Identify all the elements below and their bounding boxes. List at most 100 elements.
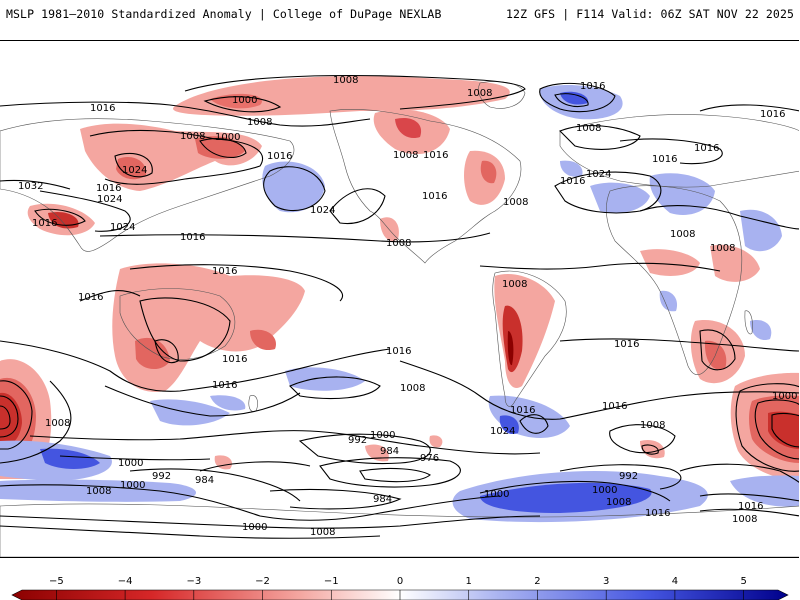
positive-anomaly-shading [0,85,799,523]
isobars [0,74,799,539]
isobar [0,405,11,430]
isobar [199,138,247,159]
isobar-label: 1016 [267,151,292,162]
isobar [0,340,391,392]
isobar [184,74,526,110]
isobar [203,96,282,113]
coastline-south-america [492,270,567,407]
anomaly-negative [0,392,22,447]
isobar-label: 1016 [614,339,639,350]
anomaly-map: 1008 1016 1000 1008 1016 1008 1000 1008 … [0,41,799,557]
anomaly-negative [640,249,700,276]
isobar [771,412,799,448]
isobar-label: 1008 [86,486,111,497]
anomaly-positive [730,475,799,507]
colorbar-tick-label: 4 [672,576,678,587]
anomaly-positive [560,160,583,177]
isobar [539,82,616,113]
isobar-label: 1032 [18,181,43,192]
anomaly-negative [704,340,727,370]
isobar-label: 1016 [96,183,121,194]
isobar-label: 992 [619,471,638,482]
isobar-label: 1016 [580,81,605,92]
isobar [559,125,641,150]
isobar [639,205,799,230]
isobar-label: 1024 [490,426,515,437]
isobar-label: 1024 [110,222,135,233]
isobar-label: 1000 [242,522,267,533]
anomaly-positive [740,209,782,252]
anomaly-negative [195,136,245,159]
anomaly-negative [250,329,276,351]
anomaly-negative [116,156,147,180]
isobar [699,493,799,502]
isobar-label: 1016 [386,346,411,357]
isobar [0,101,371,127]
anomaly-positive [560,91,589,105]
isobar [269,488,402,510]
isobar-label: 1016 [652,154,677,165]
isobar [0,395,19,438]
colorbar-tick-label: −5 [49,576,64,587]
isobar-label: 1016 [222,354,247,365]
anomaly-negative [507,331,514,366]
isobar-label: 1000 [484,489,509,500]
isobar [0,515,541,529]
isobar [39,190,131,232]
anomaly-positive [659,290,678,312]
isobar [263,166,326,212]
isobar [199,461,311,472]
colorbar-tick-label: 5 [740,576,746,587]
isobar-label: 1008 [400,383,425,394]
isobar [554,93,589,108]
isobar [79,290,141,302]
isobar [298,433,431,465]
isobar-label: 1016 [212,380,237,391]
isobar-labels: 1008 1016 1000 1008 1016 1008 1000 1008 … [18,75,797,538]
header: MSLP 1981–2010 Standardized Anomaly | Co… [0,0,800,30]
isobar [399,360,799,420]
isobar-label: 1008 [670,229,695,240]
colorbar-tick-label: 0 [397,576,403,587]
isobar [0,525,381,539]
isobar-label: 1016 [78,292,103,303]
coastline-eurasia [0,114,799,252]
isobar-label: 984 [195,475,214,486]
isobar-label: 992 [348,435,367,446]
isobar [289,376,381,400]
isobar-label: 1000 [370,430,395,441]
colorbar-tick-label: −3 [186,576,201,587]
isobar [699,329,736,371]
isobar-label: 1008 [467,88,492,99]
isobar [319,457,461,488]
isobar [559,338,799,352]
coastline-australia [119,288,236,360]
isobar [154,339,179,364]
isobar [104,385,301,417]
isobar-label: 1016 [738,501,763,512]
isobar-label: 1016 [510,405,535,416]
isobar [559,464,682,490]
isobar-label: 1016 [422,191,447,202]
coastline-north-america [329,109,522,264]
isobar-label: 1016 [212,266,237,277]
isobar-label: 1016 [560,176,585,187]
isobar [479,262,721,272]
isobar [679,463,799,483]
anomaly-positive [40,448,100,469]
isobar-label: 1000 [118,458,143,469]
isobar [699,508,799,517]
isobar [99,232,491,243]
isobar-label: 1008 [710,243,735,254]
isobar [59,455,211,461]
isobar [0,179,71,190]
model-valid-time: 12Z GFS | F114 Valid: 06Z SAT NOV 22 202… [506,7,794,21]
isobar-label: 1008 [502,279,527,290]
isobar-label: 1008 [732,514,757,525]
coastline-madagascar [744,310,753,335]
colorbar-tick-label: 3 [603,576,609,587]
isobar [735,383,799,472]
anomaly-positive [590,182,650,213]
colorbar-tick-label: 2 [534,576,540,587]
map-panel: 1008 1016 1000 1008 1016 1008 1000 1008 … [0,40,799,558]
